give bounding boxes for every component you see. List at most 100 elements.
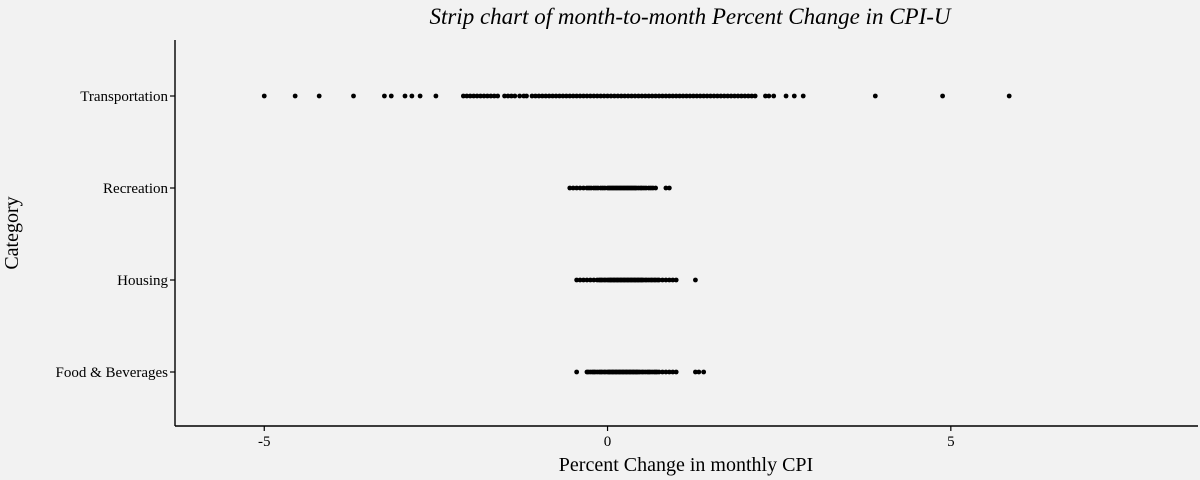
data-point [594, 93, 600, 99]
data-point [471, 93, 477, 99]
data-point [693, 277, 698, 283]
data-point [666, 93, 672, 99]
data-point [660, 369, 665, 375]
data-point [693, 369, 698, 375]
data-point [495, 93, 501, 99]
data-point [625, 93, 631, 99]
y-tick-label: Food & Beverages [56, 365, 169, 381]
data-point [316, 93, 322, 99]
data-point [587, 277, 593, 283]
data-point [382, 93, 387, 99]
data-point [697, 93, 703, 99]
data-point [574, 277, 580, 283]
data-point [491, 93, 497, 99]
data-point [467, 93, 473, 99]
data-point [666, 185, 672, 191]
data-point [464, 93, 470, 99]
data-point [570, 185, 576, 191]
data-point [478, 93, 483, 99]
data-point [608, 93, 614, 99]
data-point [584, 277, 590, 283]
data-point [771, 93, 777, 99]
points-layer [261, 93, 1012, 375]
data-point [601, 93, 607, 99]
data-point [543, 93, 549, 99]
data-point [587, 93, 593, 99]
data-point [536, 93, 542, 99]
data-point [718, 93, 724, 99]
data-point [605, 93, 610, 99]
data-point [660, 93, 665, 99]
data-point [660, 277, 665, 283]
data-point [791, 93, 797, 99]
data-point [646, 93, 652, 99]
data-point [505, 93, 511, 99]
data-point [742, 93, 748, 99]
data-point [752, 93, 758, 99]
chart-title: Strip chart of month-to-month Percent Ch… [429, 4, 951, 29]
data-point [745, 93, 751, 99]
data-point [783, 93, 789, 99]
data-point [666, 369, 672, 375]
data-point [721, 93, 727, 99]
data-point [749, 93, 755, 99]
data-point [529, 93, 535, 99]
y-axis-ticks: Food & Beverages Housing Recreation Transpo… [56, 89, 175, 381]
data-point [766, 93, 772, 99]
data-point [351, 93, 356, 99]
data-point [591, 93, 597, 99]
data-point [636, 93, 641, 99]
data-point [732, 93, 737, 99]
data-point [725, 93, 731, 99]
data-point [663, 93, 669, 99]
data-point [656, 93, 662, 99]
data-point [663, 277, 669, 283]
x-tick-label: 0 [604, 434, 612, 450]
data-point [653, 93, 659, 99]
x-axis-title: Percent Change in monthly CPI [559, 454, 813, 476]
data-point [639, 93, 645, 99]
data-point [656, 369, 662, 375]
data-point [656, 277, 662, 283]
data-point [570, 93, 576, 99]
data-point [488, 93, 494, 99]
y-axis-title: Category [1, 196, 23, 269]
data-point [618, 93, 624, 99]
data-point [684, 93, 689, 99]
data-point [701, 93, 707, 99]
data-point [704, 93, 710, 99]
data-point [433, 93, 439, 99]
data-point [512, 93, 518, 99]
data-point [653, 185, 659, 191]
data-point [670, 277, 676, 283]
x-tick-label: 5 [947, 434, 955, 450]
data-point [539, 93, 545, 99]
data-point [533, 93, 538, 99]
data-point [409, 93, 415, 99]
data-point [546, 93, 552, 99]
data-point [261, 93, 267, 99]
data-point [584, 93, 590, 99]
data-point [612, 93, 617, 99]
data-point [560, 93, 566, 99]
data-point [524, 93, 529, 99]
data-point [690, 93, 696, 99]
data-point [728, 93, 734, 99]
data-point [517, 93, 523, 99]
data-point [800, 93, 806, 99]
data-point [673, 93, 679, 99]
data-point [763, 93, 768, 99]
x-axis-ticks: -5 0 5 [258, 426, 955, 450]
data-point [714, 93, 720, 99]
y-tick-label: Recreation [103, 181, 168, 197]
data-point [460, 93, 466, 99]
data-point [484, 93, 490, 99]
data-point [557, 93, 562, 99]
data-point [481, 93, 487, 99]
data-point [581, 93, 586, 99]
data-point [509, 93, 514, 99]
data-point [581, 185, 586, 191]
data-point [680, 93, 686, 99]
